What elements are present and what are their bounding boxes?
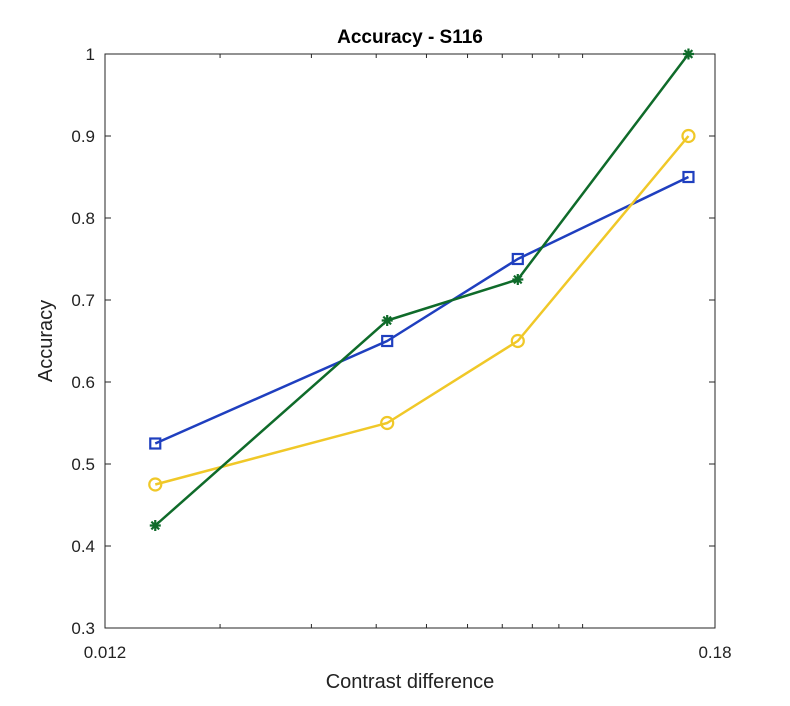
y-tick-label: 1 bbox=[86, 45, 95, 64]
y-tick-label: 0.4 bbox=[71, 537, 95, 556]
data-point-square bbox=[381, 334, 394, 348]
data-point-asterisk bbox=[682, 48, 694, 60]
series-line-asterisk bbox=[154, 53, 690, 527]
y-axis-label: Accuracy bbox=[35, 300, 57, 382]
data-point-circle bbox=[681, 128, 696, 144]
y-tick-label: 0.5 bbox=[71, 455, 95, 474]
y-tick-label: 0.8 bbox=[71, 209, 95, 228]
x-axis-label: Contrast difference bbox=[326, 671, 495, 693]
data-point-circle bbox=[148, 477, 163, 492]
data-point-circle bbox=[510, 333, 525, 349]
y-tick-label: 0.9 bbox=[71, 127, 95, 146]
y-tick-label: 0.3 bbox=[71, 619, 95, 638]
x-tick-label: 0.012 bbox=[84, 643, 127, 662]
plot-area: 0.3 0.4 0.5 0.6 0.7 0.8 0.9 1 0.012 0.18 bbox=[71, 45, 731, 662]
data-point-asterisk bbox=[512, 274, 524, 285]
y-tick-label: 0.6 bbox=[71, 373, 95, 392]
data-point-square bbox=[511, 252, 524, 266]
data-point-asterisk bbox=[149, 520, 161, 531]
data-point-square bbox=[149, 437, 162, 450]
x-tick-label: 0.18 bbox=[698, 643, 731, 662]
y-tick-label: 0.7 bbox=[71, 291, 95, 310]
data-point-circle bbox=[380, 415, 395, 431]
chart-title: Accuracy - S116 bbox=[337, 27, 483, 48]
axes-box bbox=[104, 53, 716, 629]
data-point-square bbox=[682, 170, 695, 184]
data-point-asterisk bbox=[381, 315, 393, 326]
series-line-circle bbox=[154, 135, 690, 486]
